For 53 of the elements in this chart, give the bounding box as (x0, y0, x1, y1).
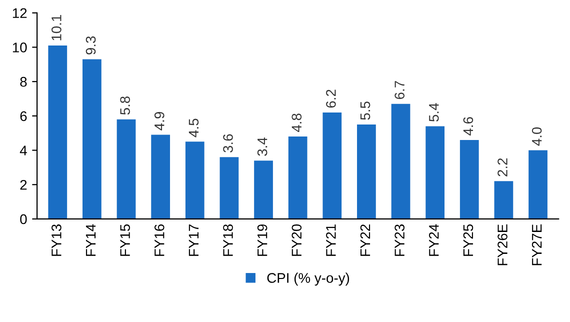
x-tick-label: FY20 (292, 224, 302, 256)
data-label: 5.5 (360, 102, 370, 120)
data-label: 4.9 (154, 112, 164, 130)
y-tick-label: 12 (12, 8, 27, 18)
data-label: 2.2 (498, 158, 508, 176)
data-label: 6.2 (326, 90, 336, 108)
data-label: 4.6 (463, 117, 474, 136)
y-tick-label: 0 (20, 214, 27, 224)
y-tick-label: 2 (20, 180, 27, 190)
bar (322, 112, 342, 219)
y-tick-label: 4 (20, 146, 27, 156)
data-label: 5.4 (429, 103, 439, 122)
bar (288, 136, 308, 219)
x-tick-label: FY27E (532, 224, 542, 266)
x-tick-label: FY17 (188, 224, 198, 256)
bar (48, 46, 68, 219)
data-label: 4.0 (532, 127, 542, 146)
bar (220, 157, 239, 219)
x-tick-label: FY21 (326, 224, 336, 256)
bar (426, 126, 445, 219)
x-tick-label: FY19 (257, 224, 268, 256)
x-tick-label: FY24 (428, 224, 439, 256)
bar (254, 160, 273, 219)
y-tick-label: 8 (20, 76, 27, 87)
bar (357, 124, 376, 219)
x-tick-label: FY25 (463, 224, 474, 256)
x-tick-label: FY22 (360, 224, 370, 256)
bar (460, 140, 479, 219)
x-tick-label: FY23 (394, 224, 404, 256)
x-tick-label: FY18 (223, 224, 233, 256)
data-label: 3.4 (257, 138, 268, 156)
y-tick-label: 6 (20, 111, 27, 122)
data-label: 4.5 (188, 118, 199, 138)
x-tick-label: FY13 (52, 224, 62, 256)
x-tick-label: FY14 (86, 224, 96, 256)
bar (494, 181, 514, 219)
data-label: 9.3 (86, 36, 96, 54)
legend-label: CPI (% y-o-y) (267, 272, 350, 286)
bar (391, 104, 410, 219)
x-tick-label: FY26E (498, 224, 508, 266)
bar (151, 134, 170, 219)
data-label: 6.7 (394, 81, 404, 100)
bar (116, 119, 136, 219)
bar (185, 142, 204, 219)
x-tick-label: FY16 (154, 224, 164, 256)
bar (528, 150, 548, 219)
data-label: 5.8 (120, 96, 130, 115)
x-tick-label: FY15 (120, 224, 130, 256)
bar (82, 59, 102, 219)
data-label: 4.8 (292, 114, 302, 132)
data-label: 3.6 (223, 134, 233, 152)
y-tick-label: 10 (12, 42, 27, 52)
data-label: 10.1 (52, 14, 62, 40)
